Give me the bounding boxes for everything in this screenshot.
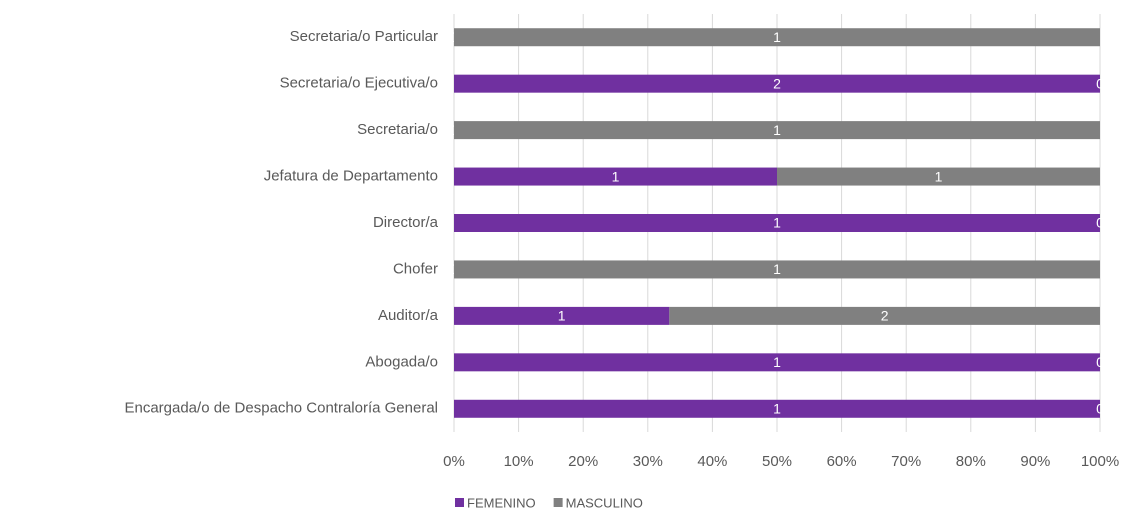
value-label: 1 (773, 354, 781, 370)
value-label: 1 (773, 261, 781, 277)
value-label: 1 (773, 29, 781, 45)
value-label: 1 (773, 122, 781, 138)
legend-swatch (455, 498, 464, 507)
y-tick-label: Encargada/o de Despacho Contraloría Gene… (124, 400, 438, 417)
bar-segment (454, 260, 1100, 279)
x-tick-label: 100% (1081, 453, 1119, 470)
value-label: 1 (935, 168, 943, 184)
x-tick-label: 50% (762, 453, 792, 470)
bar-segment (454, 214, 1100, 232)
bar-segment (454, 28, 1100, 47)
x-tick-label: 30% (633, 453, 663, 470)
legend-swatch (553, 498, 563, 507)
x-tick-label: 40% (697, 453, 727, 470)
bar-segment (454, 121, 1100, 140)
value-label: 0 (1096, 354, 1104, 370)
bar-segment (454, 399, 1100, 418)
legend-label: MASCULINO (566, 495, 643, 510)
x-tick-label: 60% (827, 453, 857, 470)
x-tick-label: 0% (443, 453, 465, 470)
x-tick-label: 90% (1020, 453, 1050, 470)
y-tick-label: Chofer (393, 260, 438, 277)
value-label: 2 (881, 308, 889, 324)
bar-segment (669, 306, 1100, 325)
value-label: 0 (1096, 215, 1104, 231)
x-tick-label: 10% (504, 453, 534, 470)
y-tick-label: Secretaria/o Particular (290, 28, 438, 45)
value-label: 0 (1096, 75, 1104, 91)
y-tick-label: Director/a (373, 214, 439, 231)
bar-segment (454, 353, 1100, 372)
bar-segment (454, 306, 670, 325)
bar-segment (454, 74, 1100, 93)
y-tick-label: Jefatura de Departamento (264, 168, 438, 185)
bar-segment (454, 167, 777, 186)
y-tick-label: Secretaria/o (357, 121, 438, 138)
y-tick-label: Auditor/a (378, 307, 439, 324)
x-tick-label: 20% (568, 453, 598, 470)
y-tick-label: Secretaria/o Ejecutiva/o (280, 75, 438, 92)
bar-segment (777, 167, 1100, 186)
value-label: 2 (773, 75, 781, 91)
x-tick-label: 80% (956, 453, 986, 470)
y-tick-label: Abogada/o (365, 353, 438, 370)
value-label: 1 (773, 400, 781, 416)
value-label: 1 (773, 215, 781, 231)
value-label: 0 (1096, 400, 1104, 416)
value-label: 1 (612, 168, 620, 184)
value-label: 1 (558, 308, 566, 324)
legend-label: FEMENINO (467, 495, 536, 510)
x-tick-label: 70% (891, 453, 921, 470)
